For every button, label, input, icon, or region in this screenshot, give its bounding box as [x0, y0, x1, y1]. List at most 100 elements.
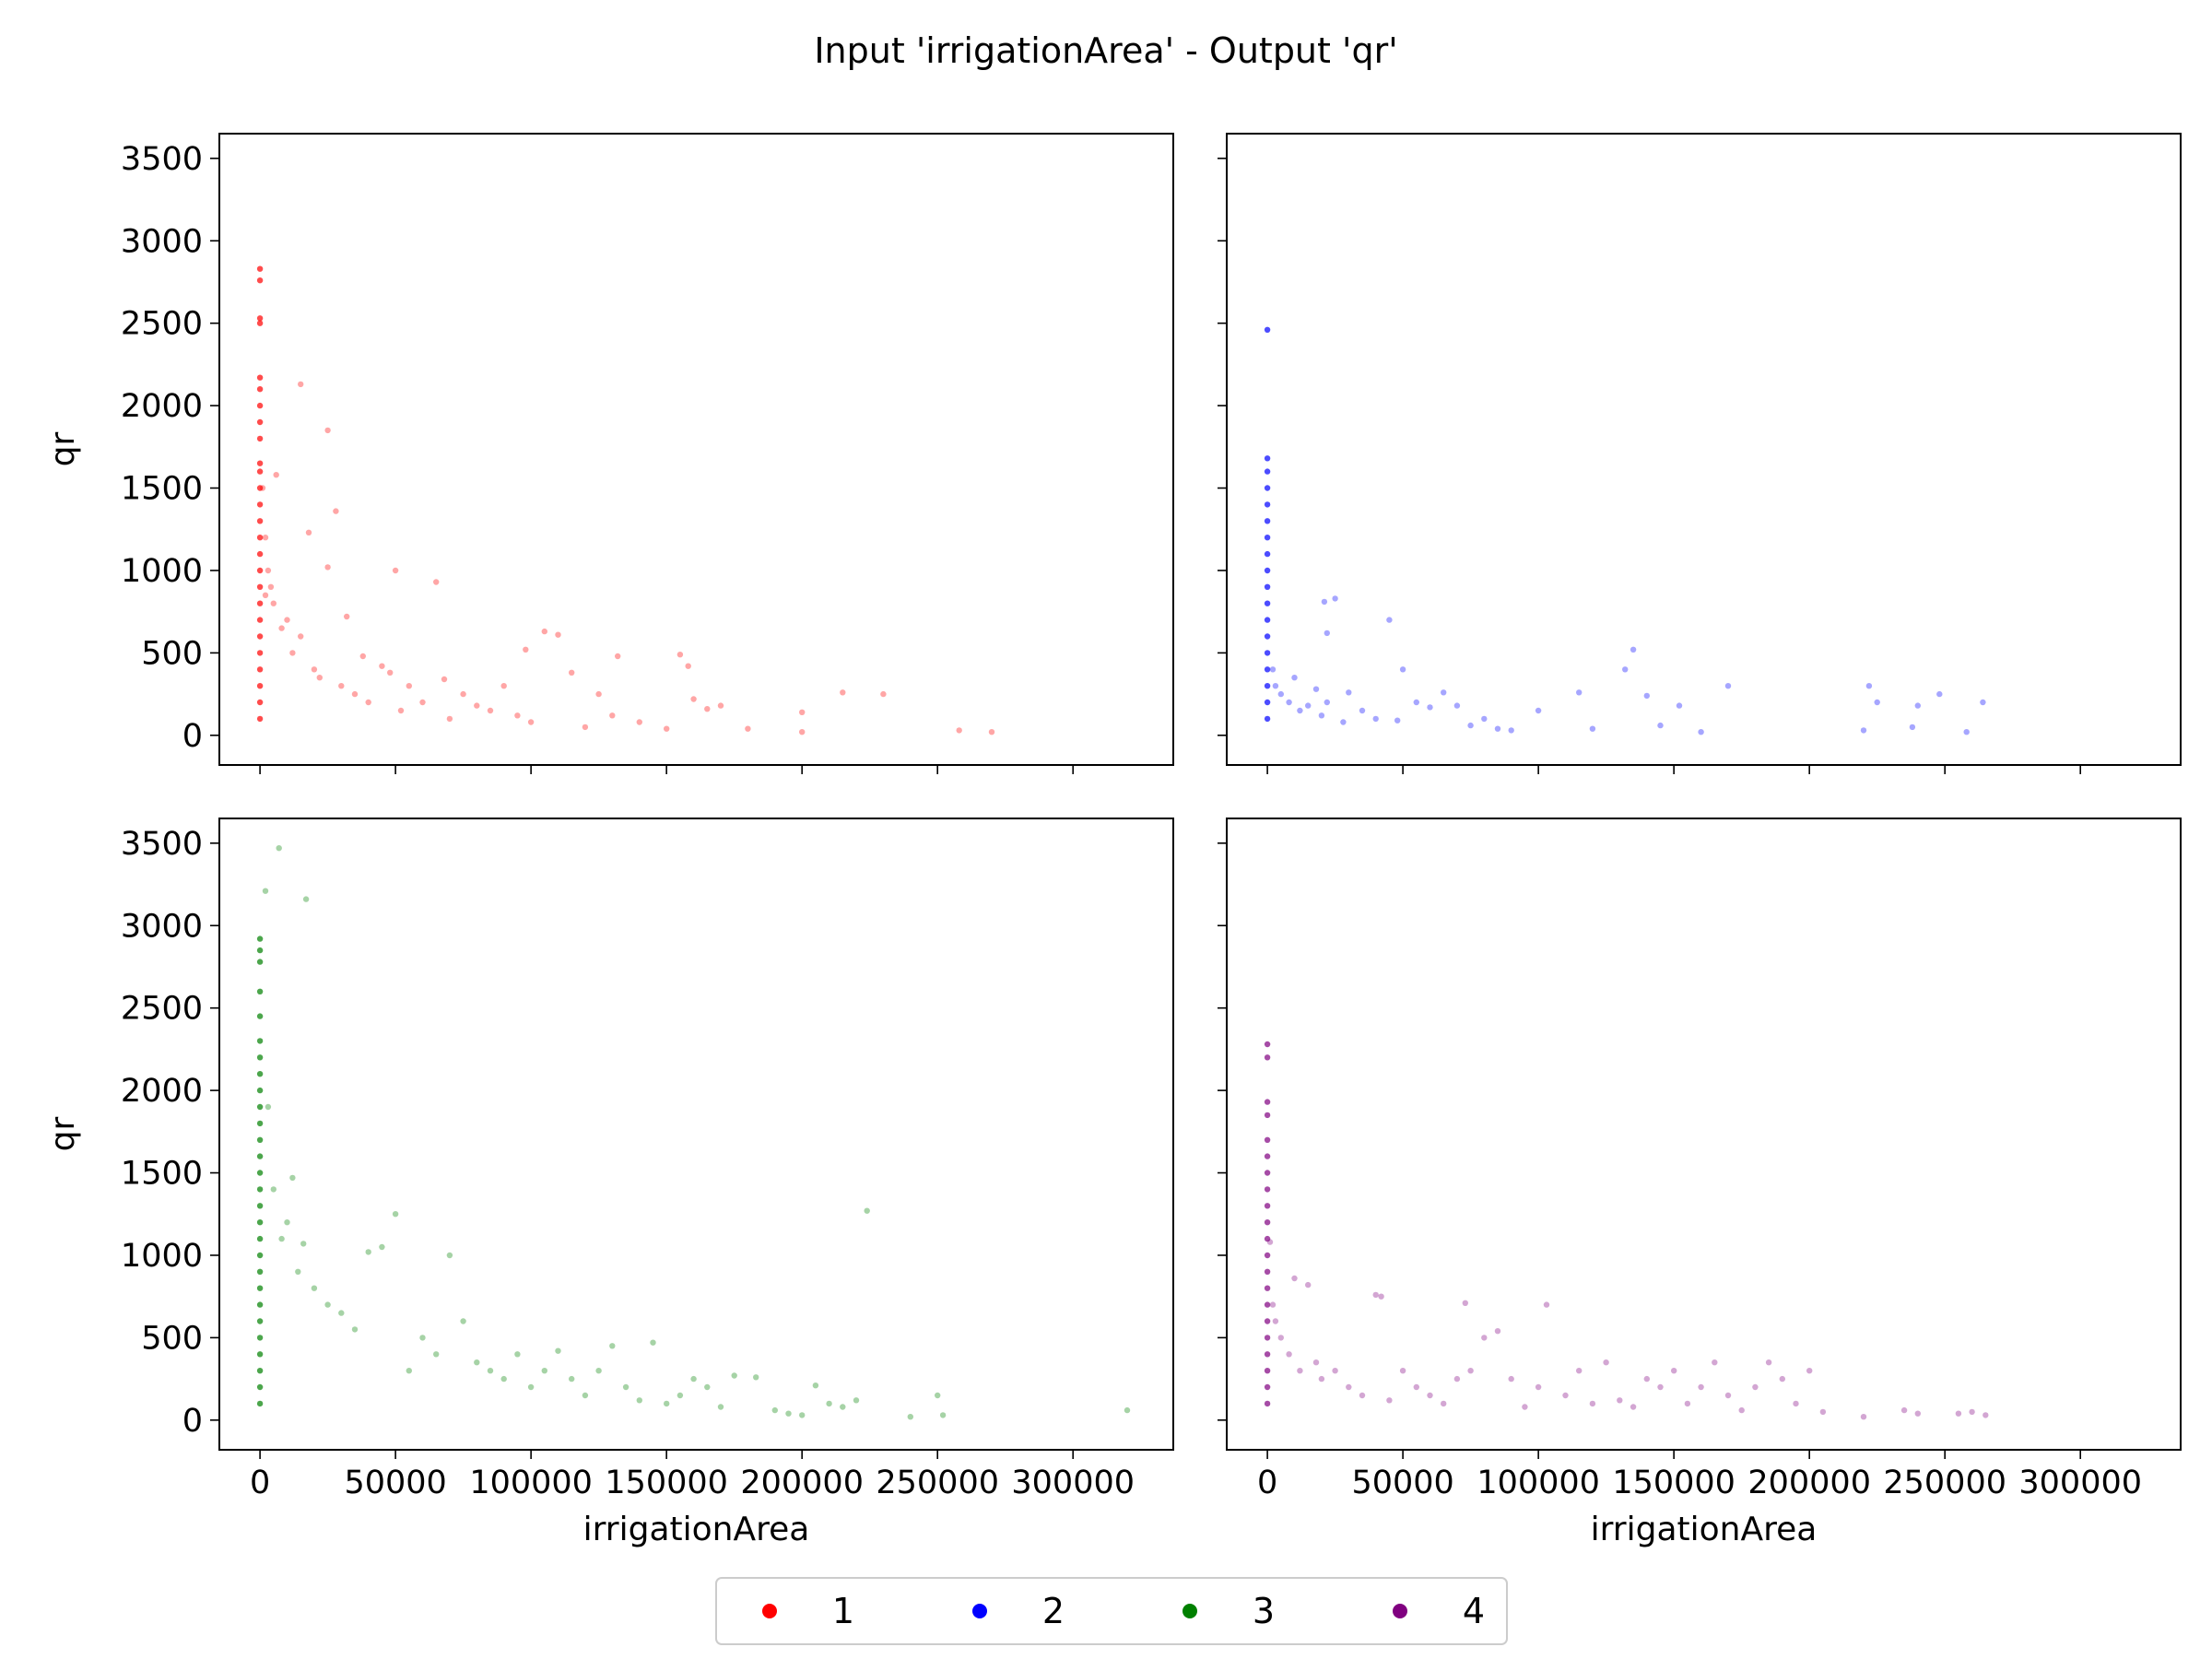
data-point	[284, 1219, 290, 1226]
data-point	[446, 715, 453, 723]
data-point	[1264, 518, 1271, 524]
data-point	[1340, 719, 1347, 725]
data-point	[1359, 707, 1366, 714]
data-point	[1264, 1268, 1271, 1276]
data-point	[256, 935, 264, 942]
data-point	[1266, 1239, 1274, 1245]
data-point	[1272, 1318, 1279, 1324]
data-point	[289, 650, 296, 656]
data-point	[1305, 702, 1312, 709]
data-point	[406, 1368, 412, 1374]
data-point	[650, 1339, 656, 1346]
data-point	[1264, 1186, 1271, 1193]
data-point	[753, 1374, 759, 1381]
y-tick-label: 0	[182, 1403, 203, 1440]
data-point	[731, 1372, 737, 1379]
data-point	[1622, 666, 1629, 673]
data-point	[582, 724, 589, 731]
data-point	[1297, 707, 1303, 714]
data-point	[1589, 1400, 1596, 1407]
data-point	[1272, 683, 1279, 689]
y-axis-label: qr	[44, 431, 82, 466]
data-point	[1312, 686, 1320, 692]
legend-label: 4	[1463, 1591, 1485, 1631]
data-point	[523, 646, 529, 653]
points-series-3	[256, 845, 1131, 1420]
x-tick-label: 0	[250, 1465, 270, 1501]
data-point	[259, 485, 266, 491]
data-point	[419, 699, 426, 706]
data-point	[636, 1397, 642, 1404]
data-point	[1291, 675, 1298, 681]
data-point	[365, 699, 371, 706]
data-point	[1860, 1414, 1867, 1420]
y-tick-label: 3000	[121, 223, 203, 260]
data-point	[1630, 646, 1637, 653]
data-point	[256, 1318, 264, 1324]
data-point	[1543, 1301, 1550, 1308]
data-point	[1441, 1400, 1447, 1407]
data-point	[1676, 702, 1683, 709]
data-point	[615, 653, 621, 660]
points-series-4	[1264, 1041, 1989, 1420]
panel-3: 0 50000 100000 150000 200000 250000 300000 0 500…	[44, 818, 1174, 1548]
data-point	[1264, 1285, 1271, 1291]
data-point	[1312, 1359, 1320, 1366]
x-tick-label: 0	[1257, 1465, 1277, 1501]
data-point	[1372, 715, 1379, 723]
legend: 1 2 3 4	[715, 1577, 1508, 1645]
data-point	[1576, 1368, 1583, 1374]
data-point	[1643, 692, 1651, 700]
data-point	[338, 1310, 345, 1316]
data-point	[1264, 699, 1271, 706]
data-point	[1936, 690, 1943, 698]
data-point	[256, 460, 264, 466]
data-point	[1264, 326, 1271, 333]
data-point	[1264, 1099, 1271, 1105]
data-point	[1535, 707, 1542, 714]
legend-label: 3	[1253, 1591, 1275, 1631]
data-point	[1914, 702, 1921, 709]
data-point	[1277, 1335, 1285, 1341]
data-point	[1698, 729, 1704, 735]
data-point	[256, 402, 264, 409]
data-point	[278, 625, 285, 631]
data-point	[1264, 1235, 1271, 1242]
data-point	[1372, 1291, 1379, 1299]
data-point	[256, 1054, 264, 1061]
data-point	[1508, 1375, 1514, 1382]
data-point	[300, 1241, 307, 1247]
data-point	[1481, 1335, 1488, 1341]
data-point	[1264, 1170, 1271, 1176]
data-point	[419, 1335, 426, 1341]
y-tick-label: 2500	[121, 306, 203, 343]
data-point	[799, 729, 806, 735]
data-point	[1324, 629, 1331, 637]
data-point	[1969, 1408, 1975, 1416]
data-point	[1264, 468, 1271, 475]
y-tick-label: 1500	[121, 1156, 203, 1193]
points-series-1	[256, 265, 995, 735]
data-point	[1724, 1392, 1732, 1399]
data-point	[256, 567, 264, 574]
data-point	[799, 1412, 806, 1418]
data-point	[1264, 1351, 1271, 1358]
data-point	[256, 600, 264, 606]
data-point	[1264, 1041, 1271, 1048]
y-tick-label: 3500	[121, 826, 203, 863]
data-point	[1264, 1318, 1271, 1324]
data-point	[256, 988, 264, 995]
data-point	[582, 1392, 589, 1399]
data-point	[324, 1301, 331, 1308]
data-point	[298, 381, 304, 388]
data-point	[826, 1400, 832, 1407]
x-tick-label: 50000	[344, 1465, 446, 1501]
data-point	[1264, 1203, 1271, 1209]
data-point	[541, 1368, 547, 1374]
data-point	[1589, 725, 1596, 732]
x-tick-label: 50000	[1351, 1465, 1453, 1501]
legend-marker	[762, 1604, 777, 1618]
data-point	[1462, 1300, 1469, 1307]
data-point	[1793, 1400, 1799, 1407]
data-point	[1562, 1392, 1569, 1399]
